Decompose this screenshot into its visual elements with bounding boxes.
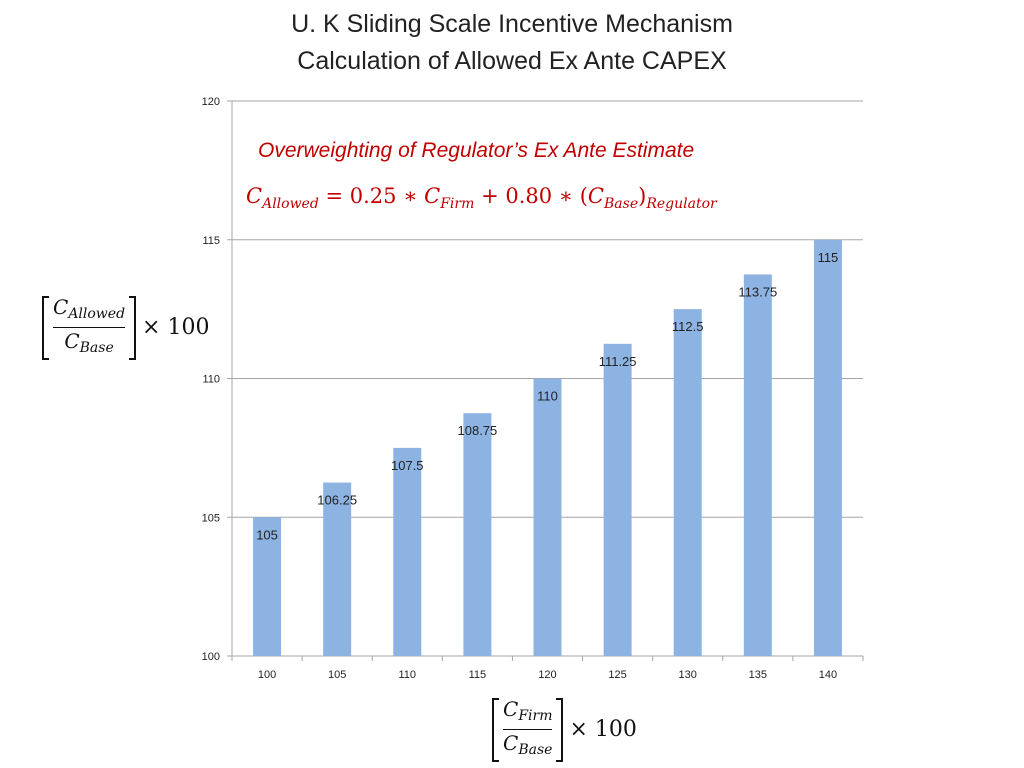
x-tick-label: 125 — [608, 669, 626, 681]
x-axis-multiplier: × 100 — [569, 717, 637, 742]
bar — [393, 447, 422, 656]
bar — [813, 239, 842, 656]
data-label: 106.25 — [317, 493, 357, 508]
x-tick-label: 115 — [469, 669, 487, 681]
x-axis-label: CFirm CBase × 100 — [492, 696, 637, 763]
data-label: 112.5 — [672, 319, 704, 334]
data-label: 113.75 — [738, 284, 777, 299]
x-tick-label: 135 — [749, 669, 767, 681]
data-label: 107.5 — [391, 458, 424, 473]
y-tick-label: 105 — [202, 512, 220, 524]
annotation-text: Overweighting of Regulator’s Ex Ante Est… — [258, 139, 695, 162]
data-label: 111.25 — [599, 354, 637, 369]
x-tick-label: 130 — [679, 669, 697, 681]
bar — [603, 343, 632, 656]
bar — [673, 309, 702, 656]
bar — [323, 482, 352, 656]
y-axis-multiplier: × 100 — [142, 315, 210, 340]
chart-title-line-1: U. K Sliding Scale Incentive Mechanism — [291, 10, 733, 38]
bar — [743, 274, 772, 656]
y-tick-label: 100 — [202, 651, 220, 663]
left-bracket — [492, 697, 499, 762]
data-label: 105 — [256, 527, 278, 542]
x-tick-label: 105 — [328, 669, 346, 681]
x-tick-label: 110 — [399, 669, 417, 681]
y-tick-label: 110 — [202, 374, 220, 386]
right-bracket — [129, 295, 137, 360]
right-bracket — [556, 697, 564, 762]
x-tick-label: 120 — [538, 669, 556, 681]
bar — [463, 413, 492, 656]
data-label: 110 — [537, 389, 558, 404]
x-axis-fraction: CFirm CBase — [503, 697, 553, 758]
y-axis-fraction: CAllowed CBase — [53, 295, 126, 356]
data-label: 108.75 — [458, 423, 498, 438]
x-tick-label: 140 — [819, 669, 837, 681]
left-bracket — [42, 295, 49, 360]
y-tick-label: 120 — [202, 96, 220, 108]
bar — [253, 517, 282, 656]
x-tick-label: 100 — [258, 669, 276, 681]
chart-title-line-2: Calculation of Allowed Ex Ante CAPEX — [297, 47, 727, 75]
bar — [533, 378, 562, 656]
annotation-formula: CAllowed = 0.25 ∗ CFirm + 0.80 ∗ (CBase)… — [246, 184, 717, 212]
y-axis-label: CAllowed CBase × 100 — [42, 294, 209, 361]
data-label: 115 — [818, 250, 839, 265]
y-tick-label: 115 — [202, 235, 220, 247]
